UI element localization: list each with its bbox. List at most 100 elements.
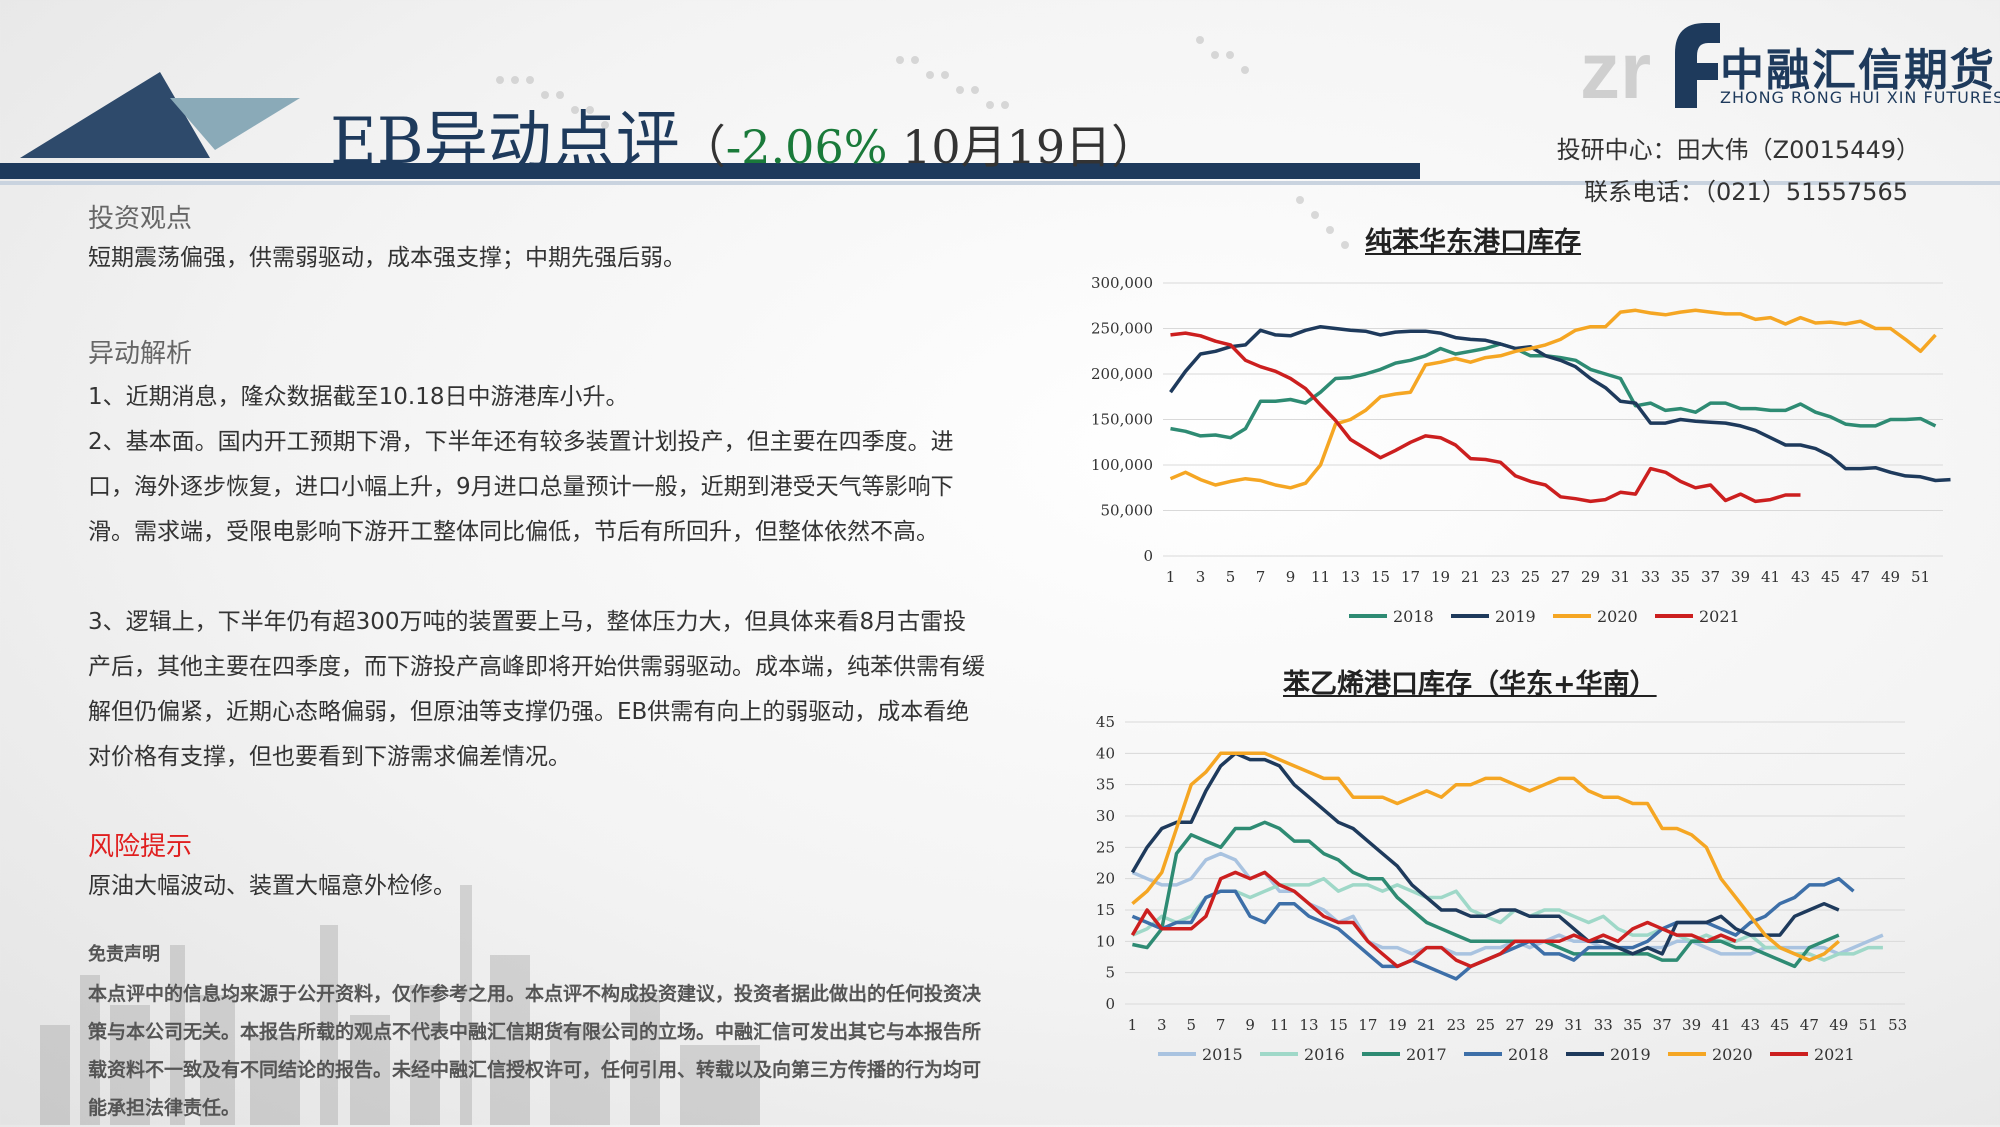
logo-company-name-en: ZHONG RONG HUI XIN FUTURES <box>1720 88 2000 107</box>
x-tick-label: 9 <box>1286 568 1296 586</box>
styrene-chart-title: 苯乙烯港口库存（华东+华南） <box>1283 669 1657 700</box>
x-tick-label: 31 <box>1564 1016 1583 1034</box>
y-tick-label: 250,000 <box>1091 320 1153 338</box>
x-tick-label: 43 <box>1791 568 1810 586</box>
y-tick-label: 200,000 <box>1091 365 1153 383</box>
y-tick-label: 20 <box>1096 870 1115 888</box>
legend-label: 2020 <box>1712 1045 1753 1064</box>
view-heading: 投资观点 <box>88 204 193 234</box>
legend-label: 2017 <box>1406 1045 1447 1064</box>
company-logo-icon: zr <box>1580 23 1720 115</box>
y-tick-label: 25 <box>1096 838 1115 856</box>
x-tick-label: 49 <box>1829 1016 1848 1034</box>
x-tick-label: 3 <box>1157 1016 1167 1034</box>
x-tick-label: 27 <box>1551 568 1570 586</box>
title-date: 10月19日） <box>887 120 1158 174</box>
x-tick-label: 13 <box>1299 1016 1318 1034</box>
x-tick-label: 3 <box>1196 568 1206 586</box>
x-tick-label: 1 <box>1166 568 1176 586</box>
legend-label: 2018 <box>1508 1045 1549 1064</box>
x-tick-label: 9 <box>1245 1016 1255 1034</box>
x-tick-label: 45 <box>1770 1016 1789 1034</box>
x-tick-label: 15 <box>1371 568 1390 586</box>
x-tick-label: 19 <box>1388 1016 1407 1034</box>
series-line-2021 <box>1170 331 1801 504</box>
x-tick-label: 39 <box>1731 568 1750 586</box>
x-tick-label: 43 <box>1741 1016 1760 1034</box>
title-change-pct: -2.06% <box>725 120 888 174</box>
header-underline <box>0 181 2000 185</box>
x-tick-label: 19 <box>1431 568 1450 586</box>
y-tick-label: 50,000 <box>1101 502 1154 520</box>
analysis-paragraph-2: 2、基本面。国内开工预期下滑，下半年还有较多装置计划投产，但主要在四季度。进口，… <box>88 429 954 545</box>
legend-label: 2018 <box>1393 607 1434 626</box>
header-triangle-decoration <box>20 72 300 158</box>
y-tick-label: 45 <box>1096 713 1115 731</box>
x-tick-label: 33 <box>1641 568 1660 586</box>
header-bar <box>0 163 1420 179</box>
x-tick-label: 17 <box>1358 1016 1377 1034</box>
benzene-chart-title: 纯苯华东港口库存 <box>1365 227 1581 258</box>
x-tick-label: 35 <box>1623 1016 1642 1034</box>
legend-label: 2020 <box>1597 607 1638 626</box>
x-tick-label: 7 <box>1216 1016 1226 1034</box>
legend-label: 2015 <box>1202 1045 1243 1064</box>
x-tick-label: 5 <box>1226 568 1236 586</box>
y-tick-label: 5 <box>1105 964 1115 982</box>
x-tick-label: 39 <box>1682 1016 1701 1034</box>
series-line-2017 <box>1132 820 1840 969</box>
x-tick-label: 23 <box>1447 1016 1466 1034</box>
y-tick-label: 150,000 <box>1091 411 1153 429</box>
y-tick-label: 100,000 <box>1091 456 1153 474</box>
x-tick-label: 11 <box>1311 568 1330 586</box>
disclaimer-text: 本点评中的信息均来源于公开资料，仅作参考之用。本点评不构成投资建议，投资者据此做… <box>88 983 982 1119</box>
analysis-heading: 异动解析 <box>88 339 193 369</box>
x-tick-label: 23 <box>1491 568 1510 586</box>
y-tick-label: 15 <box>1096 901 1115 919</box>
disclaimer-heading: 免责声明 <box>88 944 160 965</box>
benzene-inventory-chart: 0 50,000 100,000 150,000 200,000 250,000 300,0… <box>1091 274 1951 626</box>
y-tick-label: 35 <box>1096 776 1115 794</box>
x-tick-label: 51 <box>1859 1016 1878 1034</box>
x-tick-label: 31 <box>1611 568 1630 586</box>
svg-text:zr: zr <box>1580 26 1651 115</box>
page-title: EB异动点评（-2.06% 10月19日） <box>330 90 1157 182</box>
x-tick-label: 27 <box>1505 1016 1524 1034</box>
y-tick-label: 30 <box>1096 807 1115 825</box>
logo-company-name: 中融汇信期货 <box>1720 45 1996 96</box>
risk-heading: 风险提示 <box>88 832 193 862</box>
x-tick-label: 15 <box>1329 1016 1348 1034</box>
y-tick-label: 300,000 <box>1091 274 1153 292</box>
title-main: EB异动点评 <box>330 105 680 179</box>
x-tick-label: 11 <box>1270 1016 1289 1034</box>
x-tick-label: 29 <box>1581 568 1600 586</box>
risk-text: 原油大幅波动、装置大幅意外检修。 <box>88 873 456 899</box>
x-tick-label: 13 <box>1341 568 1360 586</box>
title-open-paren: （ <box>679 120 726 174</box>
x-tick-label: 21 <box>1417 1016 1436 1034</box>
series-line-2020 <box>1131 751 1840 962</box>
x-tick-label: 47 <box>1800 1016 1819 1034</box>
analysis-paragraph-3: 3、逻辑上，下半年仍有超300万吨的装置要上马，整体压力大，但具体来看8月古雷投… <box>88 609 985 770</box>
x-tick-label: 7 <box>1256 568 1266 586</box>
series-line-2021 <box>1130 870 1737 969</box>
series-line-2020 <box>1169 308 1937 490</box>
x-tick-label: 1 <box>1128 1016 1138 1034</box>
legend-label: 2019 <box>1495 607 1536 626</box>
y-tick-label: 0 <box>1105 995 1115 1013</box>
x-tick-label: 21 <box>1461 568 1480 586</box>
analysis-paragraph-1: 1、近期消息，隆众数据截至10.18日中游港库小升。 <box>88 384 629 410</box>
x-tick-label: 37 <box>1653 1016 1672 1034</box>
x-tick-label: 53 <box>1888 1016 1907 1034</box>
x-tick-label: 45 <box>1821 568 1840 586</box>
x-tick-label: 17 <box>1401 568 1420 586</box>
legend-label: 2016 <box>1304 1045 1345 1064</box>
world-map-background <box>496 36 1349 249</box>
series-line-2016 <box>1131 876 1883 962</box>
x-tick-label: 41 <box>1761 568 1780 586</box>
phone-contact: 联系电话：（021）51557565 <box>1584 178 1908 206</box>
y-tick-label: 40 <box>1096 744 1115 762</box>
x-tick-label: 5 <box>1186 1016 1196 1034</box>
legend-label: 2021 <box>1814 1045 1855 1064</box>
